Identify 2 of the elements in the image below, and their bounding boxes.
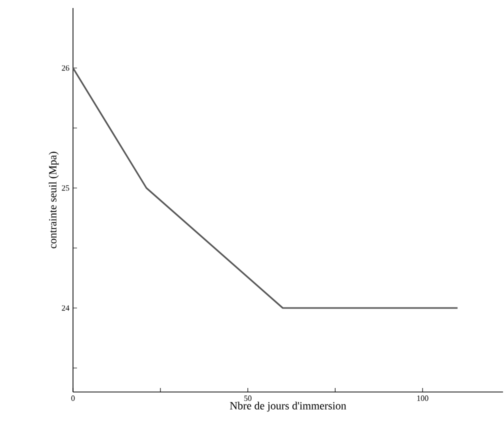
x-axis-title: Nbre de jours d'immersion <box>230 402 346 412</box>
y-axis-title: contrainte seuil (Mpa) <box>48 152 59 248</box>
